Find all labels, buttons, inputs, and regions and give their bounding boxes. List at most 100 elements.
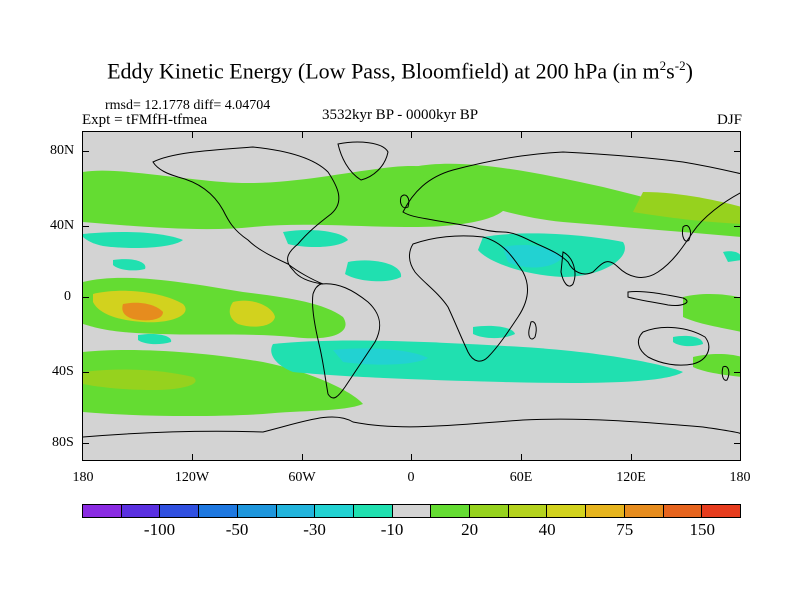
indonesia-outline — [627, 291, 688, 306]
colorbar-swatch — [392, 505, 432, 517]
colorbar-swatch — [702, 505, 740, 517]
anomaly-region — [83, 166, 509, 230]
lon-tick — [192, 454, 193, 461]
lat-tick — [734, 297, 741, 298]
lat-label-0: 0 — [64, 289, 71, 304]
coastlines — [83, 141, 740, 438]
lon-label-60e: 60E — [509, 470, 533, 485]
anomaly-region — [122, 302, 163, 321]
lat-tick — [734, 151, 741, 152]
anomaly-region — [271, 340, 683, 383]
colorbar-label: -100 — [143, 520, 176, 539]
colorbar-swatch — [237, 505, 277, 517]
lat-tick — [82, 372, 89, 373]
lon-label-0: 0 — [407, 470, 415, 485]
stats-label: rmsd= 12.1778 diff= 4.04704 — [105, 98, 271, 113]
anomaly-region — [229, 300, 275, 327]
lat-tick — [734, 443, 741, 444]
lon-tick — [521, 454, 522, 461]
lon-label-120e: 120E — [616, 470, 646, 485]
anomaly-region — [723, 251, 740, 262]
colorbar-swatch — [121, 505, 161, 517]
colorbar-swatch — [624, 505, 664, 517]
anomaly-region — [138, 333, 172, 345]
lon-label-60w: 60W — [288, 470, 316, 485]
colorbar-swatch — [470, 505, 509, 517]
lat-label-80n: 80N — [50, 143, 75, 158]
colorbar-label: -10 — [380, 520, 404, 539]
field-map — [83, 141, 740, 438]
lon-label-120w: 120W — [174, 470, 210, 485]
north-america-outline — [152, 146, 340, 285]
colorbar-swatch — [586, 505, 625, 517]
season-label: DJF — [716, 112, 742, 128]
map-title: Eddy Kinetic Energy (Low Pass, Bloomfiel… — [107, 58, 693, 84]
experiment-label: Expt = tFMfH-tfmea — [82, 112, 208, 128]
lon-tick — [521, 131, 522, 138]
anomaly-region — [345, 260, 402, 282]
anomaly-region — [413, 163, 740, 237]
antarctica-outline — [83, 416, 740, 438]
anomaly-region — [83, 369, 196, 390]
lon-tick — [411, 131, 412, 138]
eurasia-outline — [402, 151, 740, 278]
anomaly-region — [283, 229, 348, 248]
colorbar-swatch — [315, 505, 354, 517]
lat-label-40s: 40S — [52, 364, 74, 379]
lon-tick — [302, 131, 303, 138]
colorbar-label: -30 — [303, 520, 326, 539]
lon-label-180w: 180 — [72, 470, 94, 485]
positive-anomaly-regions — [83, 163, 740, 417]
colorbar-label: 40 — [538, 520, 556, 539]
australia-outline — [637, 327, 710, 366]
anomaly-region — [473, 325, 515, 339]
colorbar — [82, 504, 741, 518]
lat-tick — [734, 372, 741, 373]
lat-tick — [82, 297, 89, 298]
india-outline — [560, 251, 576, 287]
anomaly-region — [503, 245, 563, 268]
period-label: 3532kyr BP - 0000kyr BP — [321, 107, 479, 123]
negative-anomaly-regions — [83, 229, 740, 383]
lon-label-180e: 180 — [729, 470, 751, 485]
colorbar-swatch — [663, 505, 703, 517]
lat-tick — [734, 226, 741, 227]
british-isles-outline — [400, 194, 410, 209]
lon-tick — [631, 131, 632, 138]
anomaly-region — [693, 354, 740, 377]
lat-tick — [82, 443, 89, 444]
colorbar-swatch — [353, 505, 393, 517]
anomaly-region — [113, 259, 146, 271]
colorbar-swatch — [547, 505, 587, 517]
anomaly-region — [633, 192, 740, 224]
anomaly-region — [83, 350, 363, 417]
colorbar-swatch — [199, 505, 238, 517]
colorbar-label: -50 — [225, 520, 249, 539]
colorbar-label: 75 — [616, 520, 634, 539]
japan-outline — [682, 225, 691, 242]
south-america-outline — [312, 283, 381, 399]
greenland-outline — [337, 141, 389, 181]
new-zealand-outline — [721, 365, 730, 381]
africa-outline — [409, 235, 529, 362]
lon-tick — [631, 454, 632, 461]
lat-label-80s: 80S — [52, 435, 74, 450]
anomaly-region — [673, 335, 703, 347]
lon-tick — [411, 454, 412, 461]
map-panel — [82, 131, 741, 461]
lat-label-40n: 40N — [50, 218, 75, 233]
colorbar-swatch — [431, 505, 471, 517]
lon-tick — [192, 131, 193, 138]
colorbar-swatch — [508, 505, 548, 517]
lat-tick — [82, 226, 89, 227]
lat-tick — [82, 151, 89, 152]
anomaly-region — [83, 232, 183, 248]
lon-tick — [302, 454, 303, 461]
madagascar-outline — [528, 321, 537, 340]
anomaly-region — [683, 294, 740, 332]
colorbar-label: 20 — [461, 520, 479, 539]
colorbar-swatch — [276, 505, 316, 517]
colorbar-swatch — [160, 505, 200, 517]
anomaly-region — [333, 348, 428, 365]
colorbar-swatch — [83, 505, 122, 517]
